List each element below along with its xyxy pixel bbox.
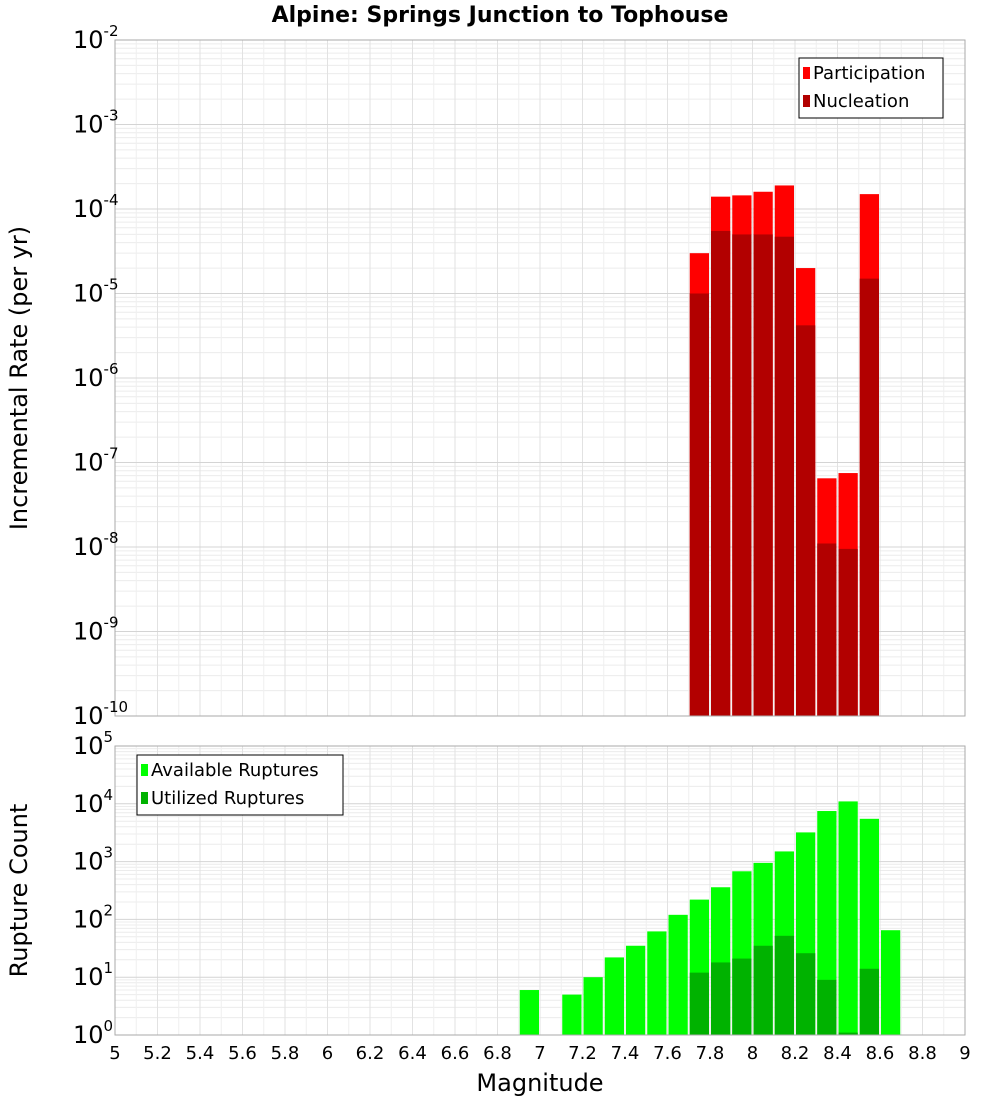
y-tick-label: 10-7 [73, 445, 119, 477]
chart-title: Alpine: Springs Junction to Tophouse [272, 3, 729, 28]
x-tick-label: 5.6 [228, 1043, 257, 1064]
x-tick-label: 7.6 [653, 1043, 682, 1064]
bar-nucleation [817, 543, 837, 716]
x-axis-label: Magnitude [476, 1069, 603, 1097]
plot-frame [114, 745, 966, 1036]
legend-box [136, 754, 344, 816]
legend-label: Utilized Ruptures [151, 788, 304, 809]
bar-nucleation [753, 234, 773, 717]
x-tick-label: 5.2 [143, 1043, 172, 1064]
legend-swatch [141, 764, 148, 776]
plot-frame [114, 39, 966, 717]
bar-available-ruptures [583, 977, 603, 1035]
bar-available-ruptures [604, 957, 624, 1035]
bar-available-ruptures [668, 914, 688, 1035]
panel-1: 100 101 102 103 104 105 Rupture Count Available… [5, 728, 966, 1049]
y-tick-label: 10-2 [73, 22, 119, 54]
x-tick-label: 6.6 [441, 1043, 470, 1064]
legend-label: Nucleation [813, 91, 909, 112]
x-tick-label: 5 [109, 1043, 120, 1064]
x-tick-label: 6 [322, 1043, 333, 1064]
x-tick-label: 7.4 [611, 1043, 640, 1064]
y-axis-label: Rupture Count [5, 804, 33, 978]
bar-utilized-ruptures [859, 968, 879, 1035]
y-tick-label: 105 [73, 728, 113, 760]
bar-available-ruptures [647, 931, 667, 1035]
x-tick-label: 7 [534, 1043, 545, 1064]
x-tick-label: 8.8 [908, 1043, 937, 1064]
bar-utilized-ruptures [753, 945, 773, 1035]
bar-utilized-ruptures [796, 953, 816, 1035]
y-tick-label: 101 [73, 959, 113, 991]
y-tick-label: 103 [73, 844, 113, 876]
y-tick-label: 10-6 [73, 360, 119, 392]
bar-nucleation [774, 236, 794, 716]
x-tick-label: 8.2 [781, 1043, 810, 1064]
y-tick-label: 10-4 [73, 191, 119, 223]
bar-nucleation [689, 293, 709, 716]
y-tick-label: 10-10 [73, 698, 128, 730]
x-tick-label: 8.4 [823, 1043, 852, 1064]
bar-utilized-ruptures [838, 1032, 858, 1035]
legend-swatch [803, 95, 810, 107]
bar-nucleation [859, 278, 879, 716]
x-tick-label: 6.4 [398, 1043, 427, 1064]
legend-box [798, 57, 944, 119]
x-tick-label: 7.8 [696, 1043, 725, 1064]
y-tick-label: 10-3 [73, 107, 119, 139]
bar-utilized-ruptures [817, 979, 837, 1035]
x-tick-label: 8.6 [866, 1043, 895, 1064]
bar-utilized-ruptures [689, 972, 709, 1035]
x-tick-label: 6.8 [483, 1043, 512, 1064]
x-tick-label: 6.2 [356, 1043, 385, 1064]
x-tick-label: 5.4 [186, 1043, 215, 1064]
x-tick-label: 7.2 [568, 1043, 597, 1064]
bar-available-ruptures [626, 945, 646, 1035]
bar-available-ruptures [519, 990, 539, 1035]
y-axis-label: Incremental Rate (per yr) [5, 226, 33, 530]
legend-label: Available Ruptures [151, 760, 319, 781]
panel-0: 10-10 10-9 10-8 10-7 10-6 10-5 10-4 10-3 10-2 Inc… [5, 22, 966, 730]
x-tick-label: 8 [747, 1043, 758, 1064]
y-tick-label: 10-8 [73, 529, 119, 561]
bar-available-ruptures [838, 801, 858, 1035]
legend-swatch [803, 67, 810, 79]
x-tick-label: 9 [959, 1043, 970, 1064]
bar-available-ruptures [881, 930, 901, 1035]
y-tick-label: 10-9 [73, 614, 119, 646]
bar-utilized-ruptures [711, 962, 731, 1035]
x-tick-label: 5.8 [271, 1043, 300, 1064]
legend-label: Participation [813, 63, 925, 84]
y-tick-label: 102 [73, 901, 113, 933]
bar-nucleation [732, 234, 752, 717]
bar-utilized-ruptures [774, 935, 794, 1035]
bar-available-ruptures [817, 811, 837, 1035]
y-tick-label: 104 [73, 786, 113, 818]
bar-nucleation [796, 325, 816, 716]
bar-nucleation [711, 230, 731, 717]
bar-available-ruptures [562, 994, 582, 1035]
legend-swatch [141, 792, 148, 804]
y-tick-label: 100 [73, 1017, 113, 1049]
bar-utilized-ruptures [732, 958, 752, 1035]
y-tick-label: 10-5 [73, 276, 119, 308]
bar-nucleation [838, 548, 858, 716]
